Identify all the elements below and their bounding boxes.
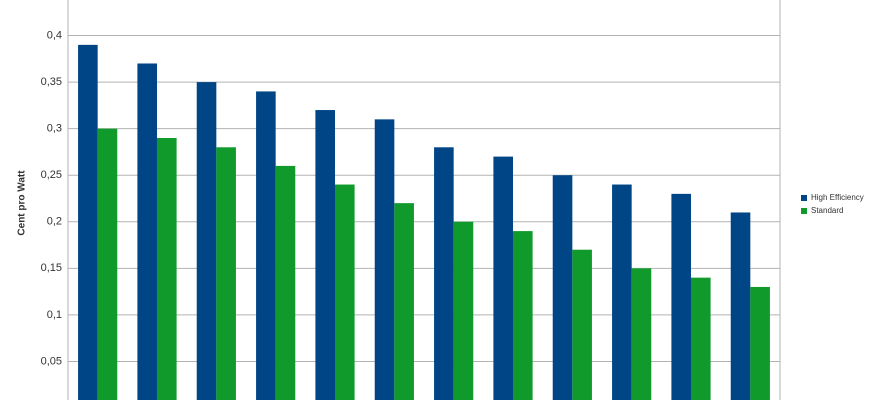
bar (394, 203, 414, 400)
bar (493, 156, 513, 400)
bar (750, 286, 770, 400)
bar (216, 147, 236, 400)
bar (671, 193, 691, 400)
bar (157, 137, 177, 400)
y-tick-label: 0,1 (47, 309, 62, 321)
bar (691, 277, 711, 400)
bar (315, 110, 335, 400)
bar (552, 175, 573, 400)
bar (513, 231, 533, 400)
y-tick-label: 0,15 (41, 262, 62, 274)
bar (730, 212, 751, 400)
bar (78, 44, 98, 400)
bar (631, 268, 652, 400)
bar (137, 63, 157, 400)
y-tick-label: 0,2 (47, 216, 62, 228)
bar (256, 91, 276, 400)
bar (453, 221, 474, 400)
legend-swatch (801, 195, 807, 201)
bar (97, 128, 118, 400)
y-tick-label: 0,25 (41, 169, 62, 181)
bar (434, 147, 454, 400)
bar (374, 119, 395, 400)
y-axis-label: Cent pro Watt (17, 170, 28, 236)
legend-swatch (801, 208, 807, 214)
y-tick-label: 0,3 (47, 123, 62, 135)
bar (275, 165, 296, 400)
legend-label: High Efficiency (811, 193, 864, 202)
bar (196, 82, 217, 400)
y-tick-label: 0,05 (41, 355, 62, 367)
y-tick-label: 0,4 (47, 29, 62, 41)
legend-label: Standard (811, 206, 843, 215)
bar (572, 249, 592, 400)
bar (335, 184, 355, 400)
y-tick-label: 0,35 (41, 76, 62, 88)
bar (612, 184, 632, 400)
